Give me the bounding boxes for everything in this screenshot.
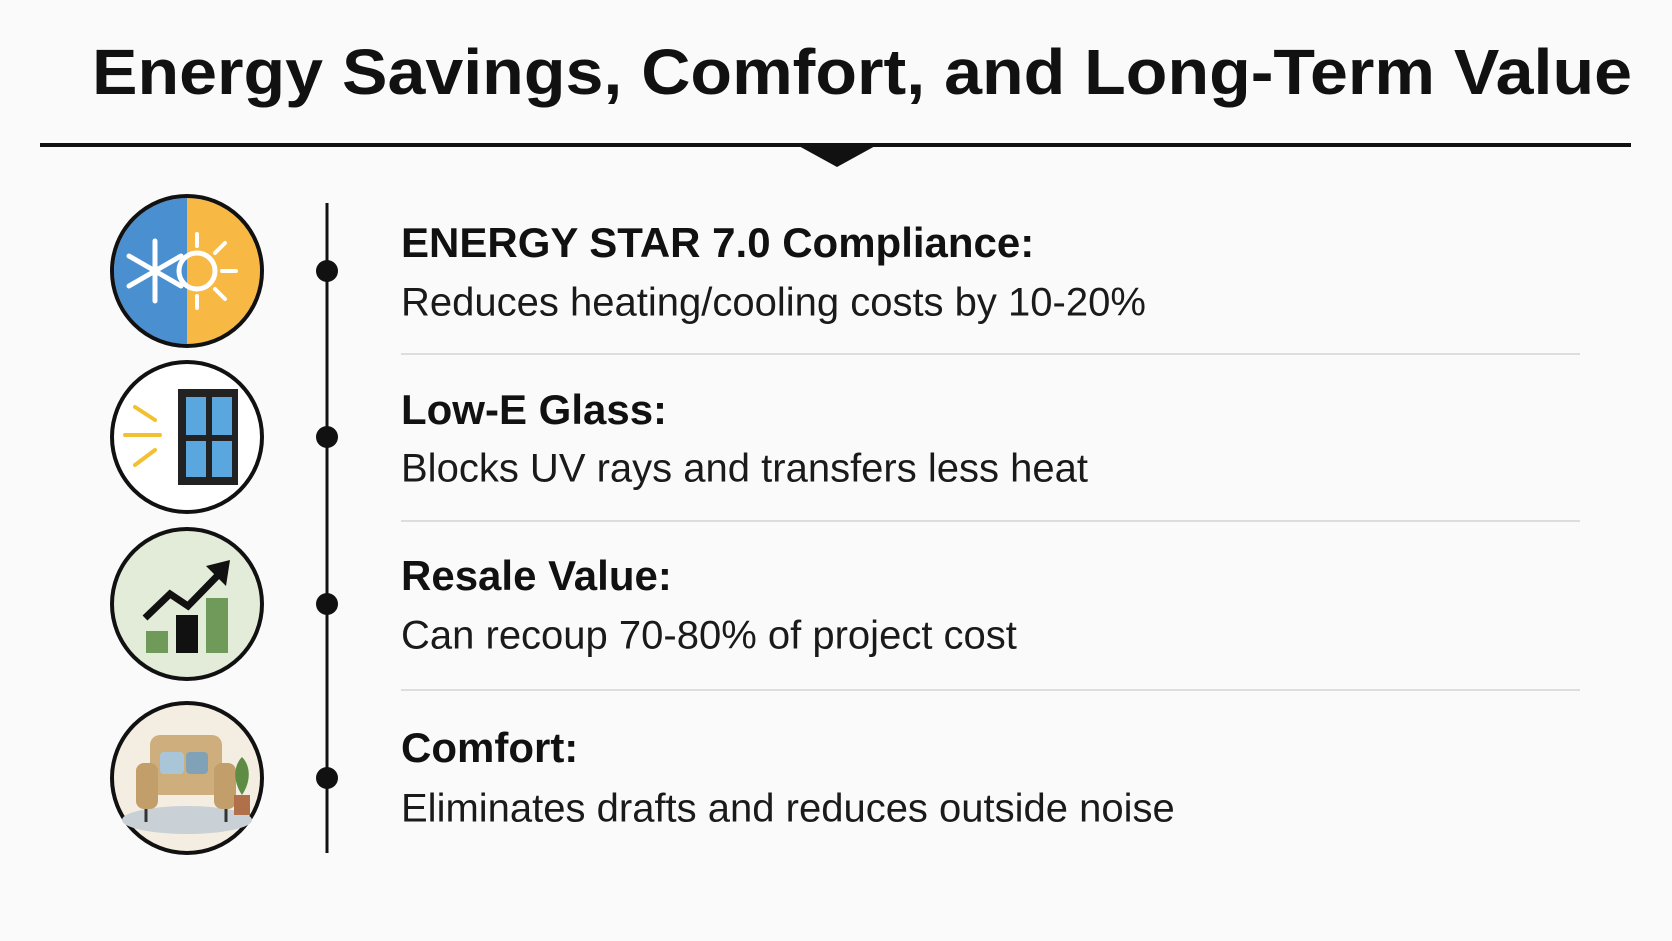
item: Low-E Glass: Blocks UV rays and transfer… <box>316 386 1580 522</box>
title: Energy Savings, Comfort, and Long-Term V… <box>92 36 1632 108</box>
climate-icon <box>110 194 264 348</box>
item-heading: Resale Value: <box>401 552 672 599</box>
timeline-dot <box>316 260 338 282</box>
item-description: Reduces heating/cooling costs by 10-20% <box>401 281 1146 325</box>
item-heading: Low-E Glass: <box>401 386 667 433</box>
item-description: Eliminates drafts and reduces outside no… <box>401 787 1175 831</box>
item: Comfort: Eliminates drafts and reduces o… <box>316 724 1175 831</box>
timeline-dot <box>316 767 338 789</box>
item-heading: ENERGY STAR 7.0 Compliance: <box>401 219 1034 266</box>
comfort-icon <box>110 701 264 855</box>
timeline-dot <box>316 426 338 448</box>
title-pointer <box>797 145 877 167</box>
item-heading: Comfort: <box>401 724 578 771</box>
item: Resale Value: Can recoup 70-80% of proje… <box>316 552 1580 691</box>
timeline-dot <box>316 593 338 615</box>
item-description: Can recoup 70-80% of project cost <box>401 614 1017 658</box>
window-icon <box>110 360 264 514</box>
item: ENERGY STAR 7.0 Compliance: Reduces heat… <box>316 219 1580 355</box>
growth-icon <box>110 527 264 681</box>
item-description: Blocks UV rays and transfers less heat <box>401 447 1088 491</box>
